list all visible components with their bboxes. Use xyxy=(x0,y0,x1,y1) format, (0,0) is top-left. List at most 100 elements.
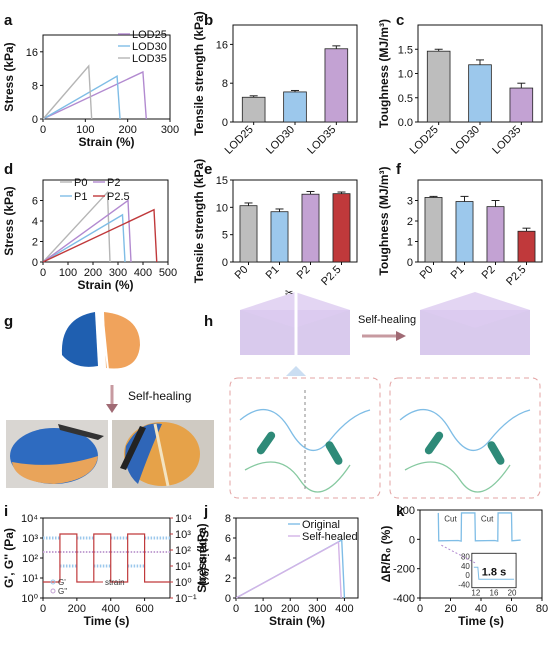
chart-k-inset-xtick-2: 20 xyxy=(508,589,517,598)
chart-b-bar-2 xyxy=(324,48,349,123)
chart-i-xtick-label-2: 400 xyxy=(102,603,120,615)
arrow-head-h xyxy=(396,331,406,341)
chart-d-ytick-label-0: 0 xyxy=(32,257,38,269)
chart-i-strain-line xyxy=(43,533,170,583)
chart-i-ytick-label-3: 10³ xyxy=(22,533,38,545)
chart-k-xtick-label-1: 20 xyxy=(444,603,456,615)
chart-a-xlabel: Strain (%) xyxy=(78,135,134,149)
panel-label-f: f xyxy=(396,161,402,178)
chart-a-series-0 xyxy=(42,70,147,120)
polymer-chain-3 xyxy=(399,408,531,451)
chart-d-xtick-label-3: 300 xyxy=(109,267,127,279)
chart-d-legend-label-2: P2 xyxy=(107,177,120,189)
chart-e-bar-1 xyxy=(270,211,289,263)
chart-c-ylabel: Toughness (MJ/m³) xyxy=(377,19,391,128)
chart-c-ytick-label-0: 0.0 xyxy=(398,117,413,129)
panel-label-h: h xyxy=(204,313,213,330)
chart-d-ylabel: Stress (kPa) xyxy=(2,186,16,255)
scissors-icon: ✂ xyxy=(285,288,293,299)
chart-d-series-3 xyxy=(42,208,158,263)
chart-j-xtick-label-4: 400 xyxy=(335,603,353,615)
chart-k-inset-ytick-3: -40 xyxy=(458,581,470,590)
arrow-head-g xyxy=(106,404,118,413)
chart-j-ytick-label-4: 8 xyxy=(225,513,231,525)
chart-c-bar-0 xyxy=(426,50,451,123)
chart-a-ytick-label-2: 16 xyxy=(26,47,38,59)
chart-k-signal-line xyxy=(437,512,521,542)
chart-j-series-1 xyxy=(235,540,342,599)
chart-k-ylabel: ΔR/R₀ (%) xyxy=(379,526,393,583)
chart-k-ytick-label-1: -200 xyxy=(393,564,415,576)
chart-d-legend-label-3: P2.5 xyxy=(107,191,130,203)
chart-k-ytick-label-3: 200 xyxy=(397,505,415,517)
self-healing-label-g: Self-healing xyxy=(128,389,191,403)
chart-i-legend-label-0: G' xyxy=(58,578,66,587)
chart-d-series-2 xyxy=(42,199,132,263)
chart-j-xtick-label-3: 300 xyxy=(308,603,326,615)
chart-a-series-1 xyxy=(42,74,121,120)
chart-k-xtick-label-2: 40 xyxy=(475,603,487,615)
chart-i-ytick-label-0: 10⁰ xyxy=(21,593,38,605)
chart-c-ytick-label-1: 0.5 xyxy=(398,93,413,105)
chart-k-inset-line xyxy=(473,566,515,580)
chart-f-ytick-label-3: 3 xyxy=(407,196,413,208)
gel-cut-line xyxy=(101,309,109,371)
chart-i-ytick-right-label-0: 10⁻¹ xyxy=(175,593,197,605)
chart-b-bar-0 xyxy=(241,96,266,123)
chart-a-legend-label-2: LOD35 xyxy=(132,53,167,65)
chart-d-xtick-label-4: 400 xyxy=(134,267,152,279)
zoom-marker xyxy=(286,366,306,376)
panel-label-b: b xyxy=(204,12,213,29)
chart-i-ylabel: G', G'' (Pa) xyxy=(2,528,16,588)
chart-d-frame xyxy=(42,179,169,263)
helix-1 xyxy=(256,431,276,455)
chart-i-ytick-label-4: 10⁴ xyxy=(21,513,38,525)
chart-a-xtick-label-1: 100 xyxy=(76,124,94,136)
chart-f-ylabel: Toughness (MJ/m³) xyxy=(377,166,391,275)
chart-i-legend-swatch-1 xyxy=(50,588,56,594)
chart-j-xtick-label-1: 100 xyxy=(254,603,272,615)
chart-f-ytick-label-0: 0 xyxy=(407,257,413,269)
panel-label-g: g xyxy=(4,313,13,330)
chart-i-ytick-right-label-4: 10³ xyxy=(175,529,191,541)
chart-i-ytick-right-label-1: 10⁰ xyxy=(175,577,192,589)
chart-i-ytick-right-label-3: 10² xyxy=(175,545,191,557)
chart-f-bar-2 xyxy=(486,206,505,263)
chart-e-category-0: P0 xyxy=(233,264,251,282)
chart-j-ytick-label-3: 6 xyxy=(225,533,231,545)
chart-f-bar-1 xyxy=(455,201,474,263)
chart-a-xtick-label-3: 300 xyxy=(161,124,179,136)
panel-label-a: a xyxy=(4,12,13,29)
chart-d-xtick-label-5: 500 xyxy=(159,267,177,279)
chart-k-inset-ytick-2: 0 xyxy=(465,571,470,580)
chart-e-frame xyxy=(232,179,358,263)
chart-j-legend-label-0: Original xyxy=(302,519,340,531)
chart-k-ytick-label-2: 0 xyxy=(409,534,415,546)
chart-i-ylabel-right: Strain (%) xyxy=(197,530,211,586)
chart-k-inset-ytick-0: 80 xyxy=(461,552,470,561)
polymer-chain-2 xyxy=(244,461,351,493)
chart-e-ytick-label-1: 5 xyxy=(222,230,228,242)
chart-b-bar-1 xyxy=(283,91,307,123)
chart-a-ylabel: Stress (kPa) xyxy=(2,42,16,111)
chart-a-xtick-label-2: 200 xyxy=(118,124,136,136)
chart-b-ytick-label-0: 0 xyxy=(222,117,228,129)
chart-i-xtick-label-3: 600 xyxy=(135,603,153,615)
chart-d-xtick-label-2: 200 xyxy=(84,267,102,279)
chart-a-series-2 xyxy=(42,64,93,120)
tweezers-left xyxy=(58,424,104,440)
chart-k-inset-frame xyxy=(471,552,517,589)
gel-piece-orange xyxy=(104,312,140,369)
chart-f-category-2: P2 xyxy=(480,264,498,282)
chart-a-legend-label-1: LOD30 xyxy=(132,41,167,53)
chart-c-ytick-label-2: 1.0 xyxy=(398,69,413,81)
chart-j-ytick-label-0: 0 xyxy=(225,593,231,605)
chart-b-category-2: LOD35 xyxy=(305,124,338,157)
chart-k-inset-pointer xyxy=(441,544,477,564)
chart-j-xtick-label-2: 200 xyxy=(281,603,299,615)
panel-label-d: d xyxy=(4,161,13,178)
chart-f-category-1: P1 xyxy=(449,264,467,282)
chart-i-ytick-label-2: 10² xyxy=(22,553,38,565)
chart-b-ylabel: Tensile strength (kPa) xyxy=(192,11,206,135)
